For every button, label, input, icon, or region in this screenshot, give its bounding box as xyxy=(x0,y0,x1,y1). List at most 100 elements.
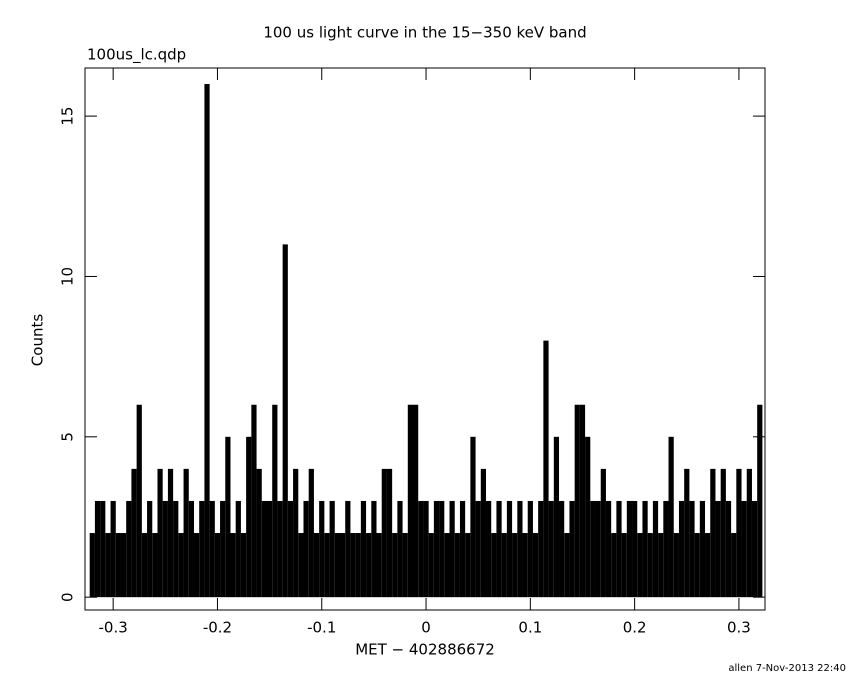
bin xyxy=(684,468,690,598)
bin xyxy=(538,500,544,598)
bin xyxy=(89,533,95,598)
bin xyxy=(605,500,612,598)
bin xyxy=(183,468,189,598)
bin xyxy=(157,468,163,598)
y-tick-label: 10 xyxy=(59,267,77,286)
bin xyxy=(319,500,325,598)
bin xyxy=(141,533,148,598)
bin xyxy=(298,533,304,598)
bin xyxy=(240,533,247,598)
bin xyxy=(287,500,294,598)
x-axis-label: MET − 402886672 xyxy=(355,641,495,659)
bin xyxy=(126,500,132,598)
bin xyxy=(600,468,606,598)
bin xyxy=(256,468,262,598)
bin xyxy=(517,500,523,598)
bin xyxy=(282,244,288,598)
bin xyxy=(475,500,481,598)
bin xyxy=(444,533,450,598)
bin xyxy=(251,404,257,598)
bin xyxy=(235,500,241,598)
bin xyxy=(751,500,758,598)
bin xyxy=(626,500,633,598)
bin xyxy=(559,500,565,598)
bin xyxy=(261,500,267,598)
bin xyxy=(496,500,502,598)
bin xyxy=(642,500,648,598)
bin xyxy=(632,500,638,598)
bin xyxy=(386,468,393,598)
bin xyxy=(120,533,127,598)
bin xyxy=(110,500,116,598)
x-tick-label: -0.2 xyxy=(203,619,232,637)
bin xyxy=(715,500,721,598)
bin xyxy=(725,500,732,598)
bin xyxy=(334,533,340,598)
bin xyxy=(293,468,299,598)
bin xyxy=(465,533,471,598)
bin xyxy=(277,500,283,598)
bin xyxy=(303,500,309,598)
bin xyxy=(470,436,476,598)
y-tick-label: 15 xyxy=(59,107,77,126)
x-tick-label: 0.2 xyxy=(623,619,647,637)
bin xyxy=(313,533,320,598)
bin xyxy=(590,500,596,598)
y-axis-label: Counts xyxy=(29,314,47,367)
bin xyxy=(360,500,367,598)
bin xyxy=(678,500,685,598)
bin xyxy=(131,468,137,598)
bin xyxy=(193,533,200,598)
bin xyxy=(225,436,231,598)
x-tick-label: 0.1 xyxy=(518,619,542,637)
bin xyxy=(204,84,210,598)
bin xyxy=(345,500,351,598)
x-tick-label: 0.3 xyxy=(727,619,751,637)
bin xyxy=(209,500,215,598)
bin xyxy=(266,500,273,598)
bin xyxy=(564,533,570,598)
bin xyxy=(506,500,513,598)
bin xyxy=(746,468,752,598)
bin xyxy=(548,500,554,598)
y-tick-label: 5 xyxy=(59,432,77,442)
x-tick-label: 0 xyxy=(421,619,431,637)
bin xyxy=(757,404,763,598)
bin xyxy=(663,500,669,598)
bin xyxy=(413,404,419,598)
bin xyxy=(595,500,601,598)
bin xyxy=(611,533,617,598)
bin xyxy=(230,533,236,598)
bin xyxy=(512,533,518,598)
bin xyxy=(459,500,466,598)
bin xyxy=(658,533,664,598)
x-tick-label: -0.3 xyxy=(99,619,128,637)
bin xyxy=(527,500,533,598)
bin xyxy=(214,533,221,598)
bin xyxy=(115,533,121,598)
bin xyxy=(173,500,179,598)
bin xyxy=(220,500,226,598)
bin xyxy=(522,533,528,598)
bin xyxy=(272,404,278,598)
bin xyxy=(731,533,737,598)
bin xyxy=(94,500,101,598)
bin xyxy=(136,404,142,598)
bin xyxy=(371,500,377,598)
bin xyxy=(652,500,659,598)
x-tick-label: -0.1 xyxy=(307,619,336,637)
bin xyxy=(449,500,455,598)
bin xyxy=(428,533,434,598)
bin xyxy=(100,500,106,598)
bin xyxy=(574,404,580,598)
bin xyxy=(647,533,653,598)
plot-area xyxy=(89,84,763,598)
bin xyxy=(199,500,205,598)
bin xyxy=(553,436,560,598)
bin xyxy=(736,468,742,598)
bin xyxy=(439,500,445,598)
bin xyxy=(329,500,335,598)
bin xyxy=(543,340,549,598)
bin xyxy=(340,533,346,598)
